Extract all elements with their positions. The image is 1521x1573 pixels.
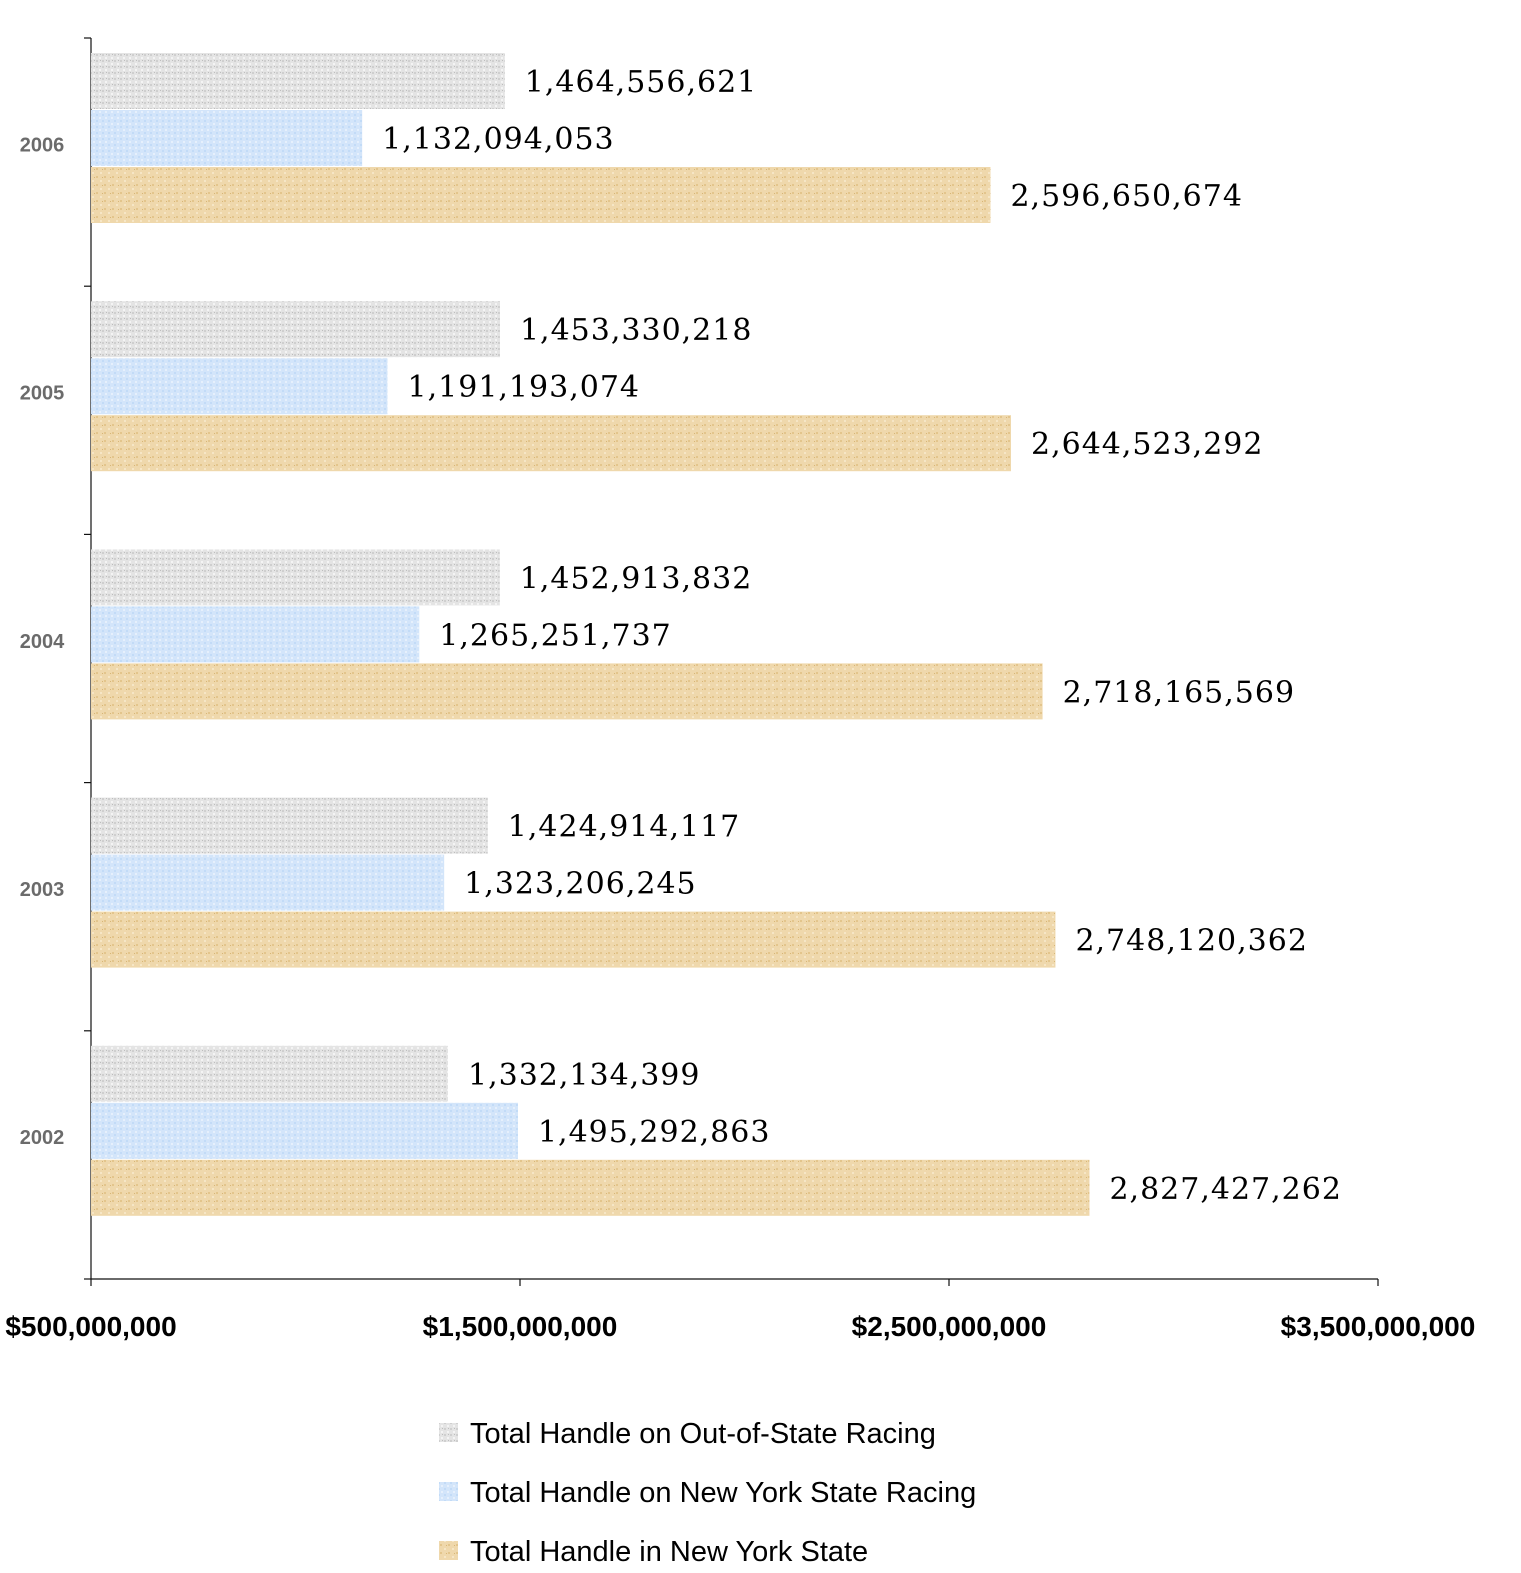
x-axis-tick-label: $1,500,000,000 — [423, 1311, 618, 1342]
data-label: 1,265,251,737 — [439, 618, 671, 653]
data-label: 2,644,523,292 — [1031, 427, 1263, 462]
x-axis-tick-label: $3,500,000,000 — [1281, 1311, 1476, 1342]
y-axis-category-label: 2003 — [20, 879, 65, 901]
bar-0-2005 — [91, 301, 500, 358]
data-label: 1,495,292,863 — [538, 1115, 770, 1150]
bars-group — [91, 53, 1090, 1216]
data-label: 2,748,120,362 — [1075, 924, 1307, 959]
bar-0-2004 — [91, 549, 500, 606]
data-label: 2,718,165,569 — [1063, 675, 1295, 710]
data-label: 1,191,193,074 — [408, 370, 640, 405]
bar-2-2003 — [91, 911, 1056, 968]
y-axis-category-label: 2005 — [20, 383, 65, 405]
data-labels-group: 1,464,556,621 1,132,094,053 2,596,650,674 1… — [382, 65, 1341, 1207]
data-label: 1,453,330,218 — [520, 313, 752, 348]
legend-label: Total Handle on New York State Racing — [470, 1477, 976, 1509]
data-label: 1,332,134,399 — [468, 1058, 700, 1093]
x-axis-tick-label: $500,000,000 — [5, 1311, 176, 1342]
data-label: 1,424,914,117 — [508, 810, 740, 845]
x-axis-tick-label: $2,500,000,000 — [852, 1311, 1047, 1342]
legend-swatch — [439, 1482, 458, 1501]
data-label: 1,452,913,832 — [520, 561, 752, 596]
legend-label: Total Handle in New York State — [470, 1536, 868, 1568]
bar-0-2003 — [91, 797, 488, 854]
bar-2-2004 — [91, 663, 1043, 720]
legend-label: Total Handle on Out-of-State Racing — [470, 1418, 936, 1450]
data-label: 1,464,556,621 — [525, 65, 757, 100]
data-label: 2,827,427,262 — [1109, 1172, 1341, 1207]
legend-swatch — [439, 1423, 458, 1442]
bar-1-2003 — [91, 854, 445, 911]
legend-swatch — [439, 1541, 458, 1560]
y-axis-category-label: 2002 — [20, 1127, 65, 1149]
bar-1-2006 — [91, 110, 363, 166]
data-label: 2,596,650,674 — [1010, 179, 1242, 214]
y-axis-category-label: 2004 — [20, 631, 65, 653]
bar-2-2005 — [91, 415, 1012, 472]
bar-2-2006 — [91, 167, 991, 223]
y-axis-category-label: 2006 — [20, 134, 65, 156]
bar-2-2002 — [91, 1159, 1090, 1216]
bar-1-2004 — [91, 606, 420, 663]
bar-0-2002 — [91, 1045, 448, 1102]
axes: $500,000,000 $1,500,000,000 $2,500,000,000… — [5, 37, 1476, 1342]
bar-1-2005 — [91, 358, 388, 415]
data-label: 1,323,206,245 — [464, 867, 696, 902]
legend: Total Handle on Out-of-State Racing Total… — [439, 1418, 976, 1568]
data-label: 1,132,094,053 — [382, 122, 614, 157]
bar-1-2002 — [91, 1102, 518, 1159]
bar-0-2006 — [91, 53, 505, 109]
